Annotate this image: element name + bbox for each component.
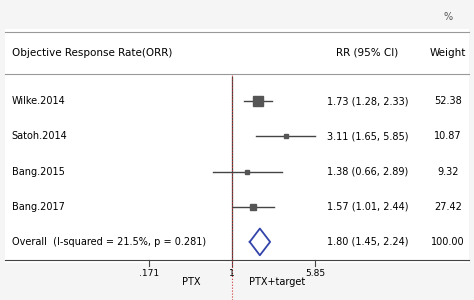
Text: 1.80 (1.45, 2.24): 1.80 (1.45, 2.24) — [327, 237, 408, 247]
Text: %: % — [443, 11, 453, 22]
Polygon shape — [250, 229, 270, 255]
Text: 9.32: 9.32 — [437, 167, 459, 176]
Text: 27.42: 27.42 — [434, 202, 462, 212]
Text: 3.11 (1.65, 5.85): 3.11 (1.65, 5.85) — [327, 131, 408, 141]
Text: Weight: Weight — [430, 47, 466, 58]
Text: PTX: PTX — [182, 277, 200, 287]
Text: 1: 1 — [229, 268, 235, 278]
Text: Objective Response Rate(ORR): Objective Response Rate(ORR) — [12, 47, 172, 58]
Text: 5.85: 5.85 — [305, 268, 325, 278]
Text: 1.38 (0.66, 2.89): 1.38 (0.66, 2.89) — [327, 167, 408, 176]
Text: PTX+target: PTX+target — [249, 277, 305, 287]
Text: Bang.2017: Bang.2017 — [12, 202, 65, 212]
Text: .171: .171 — [139, 268, 159, 278]
Text: 1.57 (1.01, 2.44): 1.57 (1.01, 2.44) — [327, 202, 408, 212]
Text: 52.38: 52.38 — [434, 96, 462, 106]
Text: Bang.2015: Bang.2015 — [12, 167, 65, 176]
Text: RR (95% CI): RR (95% CI) — [336, 47, 399, 58]
Text: 10.87: 10.87 — [434, 131, 462, 141]
Text: Satoh.2014: Satoh.2014 — [12, 131, 68, 141]
Text: Wilke.2014: Wilke.2014 — [12, 96, 65, 106]
Text: 1.73 (1.28, 2.33): 1.73 (1.28, 2.33) — [327, 96, 408, 106]
Text: 100.00: 100.00 — [431, 237, 465, 247]
Text: Overall  (I-squared = 21.5%, p = 0.281): Overall (I-squared = 21.5%, p = 0.281) — [12, 237, 206, 247]
FancyBboxPatch shape — [5, 28, 469, 262]
